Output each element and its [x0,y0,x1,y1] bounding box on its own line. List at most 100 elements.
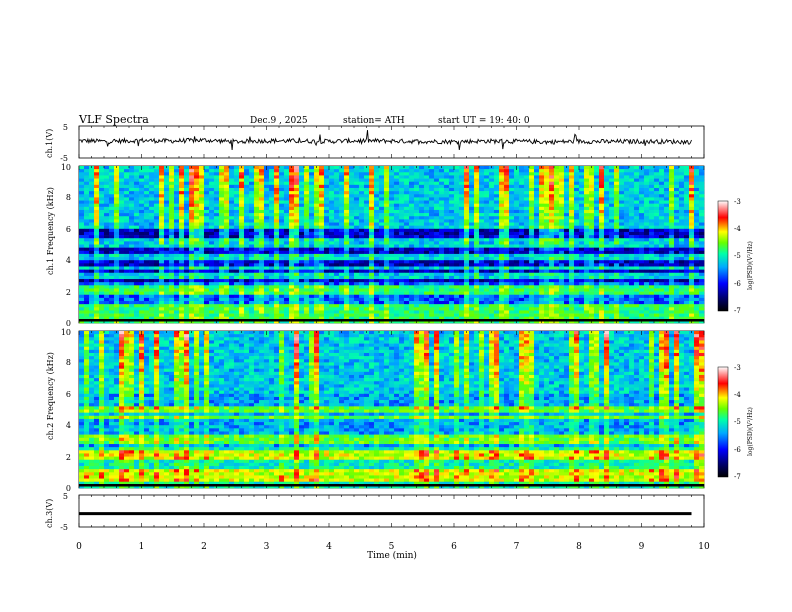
spec1-cell [644,275,650,280]
spec1-cell [419,231,425,236]
spec1-cell [679,231,685,236]
spec1-cell [334,222,340,226]
spec1-cell [389,272,395,277]
spec1-cell [354,175,360,179]
spec1-cell [574,253,580,258]
spec1-cell [669,238,675,242]
spec1-cell [594,200,600,204]
spec1-cell [89,241,95,245]
spec1-cell [274,272,280,277]
spec1-cell [199,247,205,252]
spec1-cell [394,241,400,245]
spec1-cell [149,253,155,258]
spec1-cell [489,235,495,239]
spec1-cell [119,200,125,204]
spec1-cell [499,181,505,186]
spec1-cell [514,206,520,211]
spec1-cell [334,184,340,189]
spec1-cell [94,260,100,264]
spec1-cell [254,197,260,201]
spec1-cell [629,282,635,286]
spec1-cell [184,260,190,264]
spec1-cell [434,279,440,283]
spec1-cell [104,279,110,283]
spec1-cell [319,288,325,292]
spec1-cell [189,213,195,217]
spec1-cell [684,247,690,252]
spec1-cell [299,275,305,280]
spec1-cell [299,213,305,217]
spec1-cell [314,194,320,198]
spec1-cell [384,285,390,289]
spec1-cell [499,203,505,208]
spec1-cell [629,238,635,242]
spec1-cell [499,213,505,217]
spec1-cell [679,275,685,280]
spec1-cell [569,272,575,277]
spec1-cell [234,184,240,189]
spec1-cell [104,241,110,245]
spec1-cell [199,260,205,264]
spec1-cell [414,250,420,255]
spec1-cell [189,282,195,286]
spec1-cell [344,184,350,189]
spec1-cell [114,206,120,211]
spec1-cell [699,213,705,217]
spec1-cell [114,257,120,261]
spec1-cell [404,216,410,220]
spec1-cell [579,194,585,198]
spec1-cell [369,209,375,214]
spec1-cell [584,209,590,214]
spec1-cell [654,216,660,220]
spec1-cell [154,225,160,230]
spec1-cell [634,181,640,186]
spec1-cell [694,184,700,189]
spec1-cell [644,203,650,208]
spec1-cell [674,169,680,173]
spec1-cell [164,257,170,261]
spec1-cell [339,263,345,267]
spec1-cell [644,253,650,258]
spec1-cell [579,269,585,274]
spec1-cell [294,166,300,170]
spec1-cell [454,272,460,277]
spec1-cell [139,241,145,245]
spec1-cell [464,184,470,189]
spec1-cell [399,181,405,186]
spec1-cell [529,269,535,274]
spec1-cell [689,263,695,267]
spec1-cell [629,203,635,208]
spec1-cell [529,225,535,230]
spec1-cell [524,222,530,226]
spec1-cell [319,228,325,233]
spec1-cell [409,175,415,179]
spec1-cell [684,194,690,198]
spec1-cell [189,285,195,289]
spec1-cell [594,187,600,192]
spec1-cell [379,166,385,170]
spec1-cell [399,235,405,239]
spec1-cell [259,244,265,248]
spec1-cell [449,169,455,173]
spec1-cell [324,172,330,176]
spec1-cell [319,260,325,264]
spec1-cell [519,288,525,292]
spec1-cell [674,184,680,189]
spec1-cell [199,238,205,242]
spec1-cell [424,219,430,223]
spec1-cell [299,285,305,289]
spec1-cell [199,235,205,239]
spec1-cell [234,269,240,274]
spec1-cell [109,250,115,255]
spec1-cell [84,184,90,189]
spec1-cell [479,209,485,214]
spec1-cell [194,166,200,170]
spec1-cell [314,222,320,226]
spec1-cell [274,231,280,236]
spec1-cell [414,222,420,226]
spec1-cell [409,172,415,176]
spec1-cell [514,228,520,233]
spec1-cell [344,272,350,277]
spec1-cell [394,282,400,286]
spec1-cell [264,282,270,286]
